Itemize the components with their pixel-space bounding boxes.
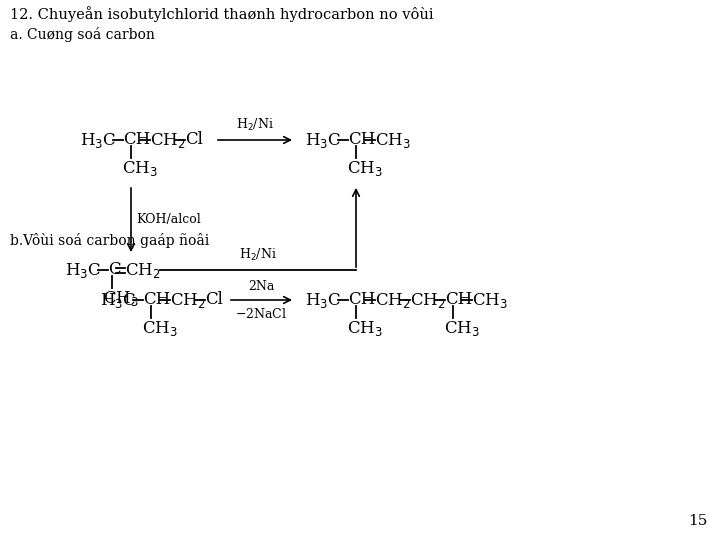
Text: CH$_3$: CH$_3$ bbox=[472, 291, 508, 309]
Text: H$_2$/Ni: H$_2$/Ni bbox=[236, 117, 274, 133]
Text: H$_3$C: H$_3$C bbox=[65, 260, 102, 280]
Text: H$_3$C: H$_3$C bbox=[100, 291, 136, 309]
Text: 2Na: 2Na bbox=[248, 280, 275, 293]
Text: CH$_3$: CH$_3$ bbox=[142, 319, 178, 338]
Text: $-$2NaCl: $-$2NaCl bbox=[235, 307, 287, 321]
Text: Cl: Cl bbox=[205, 292, 223, 308]
Text: KOH/alcol: KOH/alcol bbox=[136, 213, 201, 226]
Text: CH$_2$: CH$_2$ bbox=[375, 291, 410, 309]
Text: CH: CH bbox=[348, 132, 375, 148]
Text: a. Cuøng soá carbon: a. Cuøng soá carbon bbox=[10, 26, 155, 42]
Text: CH$_3$: CH$_3$ bbox=[122, 159, 158, 178]
Text: CH$_3$: CH$_3$ bbox=[347, 319, 383, 338]
Text: 15: 15 bbox=[688, 514, 708, 528]
Text: CH: CH bbox=[348, 292, 375, 308]
Text: H$_3$C: H$_3$C bbox=[305, 131, 341, 150]
Text: CH$_2$: CH$_2$ bbox=[170, 291, 206, 309]
Text: Cl: Cl bbox=[185, 132, 203, 148]
Text: 12. Chuyeån isobutylchlorid thaønh hydrocarbon no vôùi: 12. Chuyeån isobutylchlorid thaønh hydro… bbox=[10, 6, 433, 22]
Text: CH: CH bbox=[123, 132, 150, 148]
Text: CH$_3$: CH$_3$ bbox=[347, 159, 383, 178]
Text: H$_3$C: H$_3$C bbox=[80, 131, 116, 150]
Text: CH: CH bbox=[445, 292, 472, 308]
Text: CH$_2$: CH$_2$ bbox=[150, 131, 186, 150]
Text: CH$_3$: CH$_3$ bbox=[375, 131, 411, 150]
Text: C: C bbox=[108, 261, 121, 279]
Text: CH: CH bbox=[143, 292, 170, 308]
Text: CH$_2$: CH$_2$ bbox=[125, 260, 161, 280]
Text: H$_2$/Ni: H$_2$/Ni bbox=[239, 247, 277, 263]
Text: CH$_3$: CH$_3$ bbox=[103, 288, 139, 307]
Text: b.Vôùi soá carbon gaáp ñoâi: b.Vôùi soá carbon gaáp ñoâi bbox=[10, 233, 210, 247]
Text: H$_3$C: H$_3$C bbox=[305, 291, 341, 309]
Text: CH$_2$: CH$_2$ bbox=[410, 291, 446, 309]
Text: CH$_3$: CH$_3$ bbox=[444, 319, 480, 338]
